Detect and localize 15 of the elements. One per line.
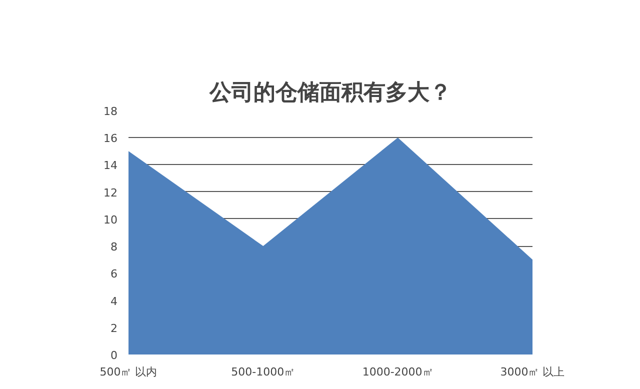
x-tick-label: 500㎡ 以内 (100, 366, 158, 378)
y-tick-label: 8 (110, 240, 118, 254)
y-tick-label: 2 (110, 322, 118, 335)
y-tick-label: 4 (110, 294, 118, 308)
x-tick-label: 1000-2000㎡ (362, 366, 434, 378)
y-tick-label: 16 (104, 132, 118, 146)
y-tick-label: 12 (104, 186, 118, 200)
y-tick-label: 10 (104, 213, 118, 226)
y-tick-label: 18 (104, 105, 118, 118)
chart-title: 公司的仓储面积有多大？ (208, 80, 452, 106)
y-tick-label: 14 (104, 159, 118, 172)
x-tick-label: 500-1000㎡ (231, 366, 296, 378)
y-tick-label: 6 (110, 268, 118, 281)
y-tick-label: 0 (110, 349, 118, 362)
x-tick-label: 3000㎡ 以上 (500, 366, 565, 378)
